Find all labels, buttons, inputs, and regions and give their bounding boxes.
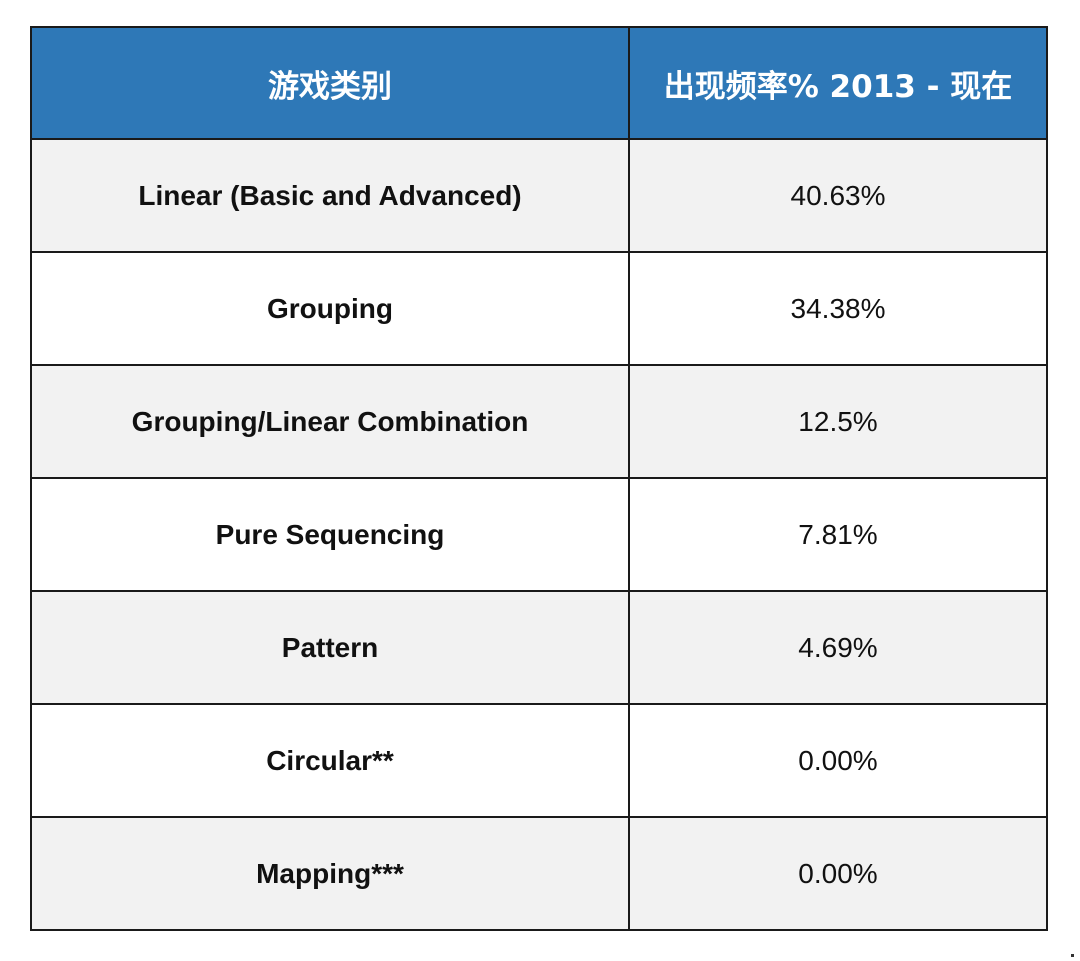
- table-row: Grouping/Linear Combination 12.5%: [30, 364, 1048, 479]
- header-frequency: 出现频率% 2013 - 现在: [628, 26, 1048, 140]
- row-category: Grouping: [30, 251, 630, 366]
- table-row: Pure Sequencing 7.81%: [30, 477, 1048, 592]
- row-frequency: 34.38%: [628, 251, 1048, 366]
- row-frequency: 40.63%: [628, 138, 1048, 253]
- header-row: 游戏类别 出现频率% 2013 - 现在: [30, 26, 1048, 140]
- row-category: Circular**: [30, 703, 630, 818]
- row-frequency: 0.00%: [628, 816, 1048, 931]
- frequency-table-container: 游戏类别 出现频率% 2013 - 现在 Linear (Basic and A…: [30, 26, 1048, 931]
- row-frequency: 4.69%: [628, 590, 1048, 705]
- row-frequency: 0.00%: [628, 703, 1048, 818]
- table-header: 游戏类别 出现频率% 2013 - 现在: [30, 26, 1048, 140]
- table-row: Pattern 4.69%: [30, 590, 1048, 705]
- row-category: Linear (Basic and Advanced): [30, 138, 630, 253]
- table-row: Mapping*** 0.00%: [30, 816, 1048, 931]
- row-category: Pattern: [30, 590, 630, 705]
- header-category: 游戏类别: [30, 26, 630, 140]
- row-category: Grouping/Linear Combination: [30, 364, 630, 479]
- game-category-frequency-table: 游戏类别 出现频率% 2013 - 现在 Linear (Basic and A…: [30, 26, 1048, 931]
- table-row: Grouping 34.38%: [30, 251, 1048, 366]
- row-frequency: 7.81%: [628, 477, 1048, 592]
- row-frequency: 12.5%: [628, 364, 1048, 479]
- table-row: Circular** 0.00%: [30, 703, 1048, 818]
- row-category: Mapping***: [30, 816, 630, 931]
- corner-dot: [1071, 954, 1074, 957]
- row-category: Pure Sequencing: [30, 477, 630, 592]
- table-body: Linear (Basic and Advanced) 40.63% Group…: [30, 138, 1048, 931]
- table-row: Linear (Basic and Advanced) 40.63%: [30, 138, 1048, 253]
